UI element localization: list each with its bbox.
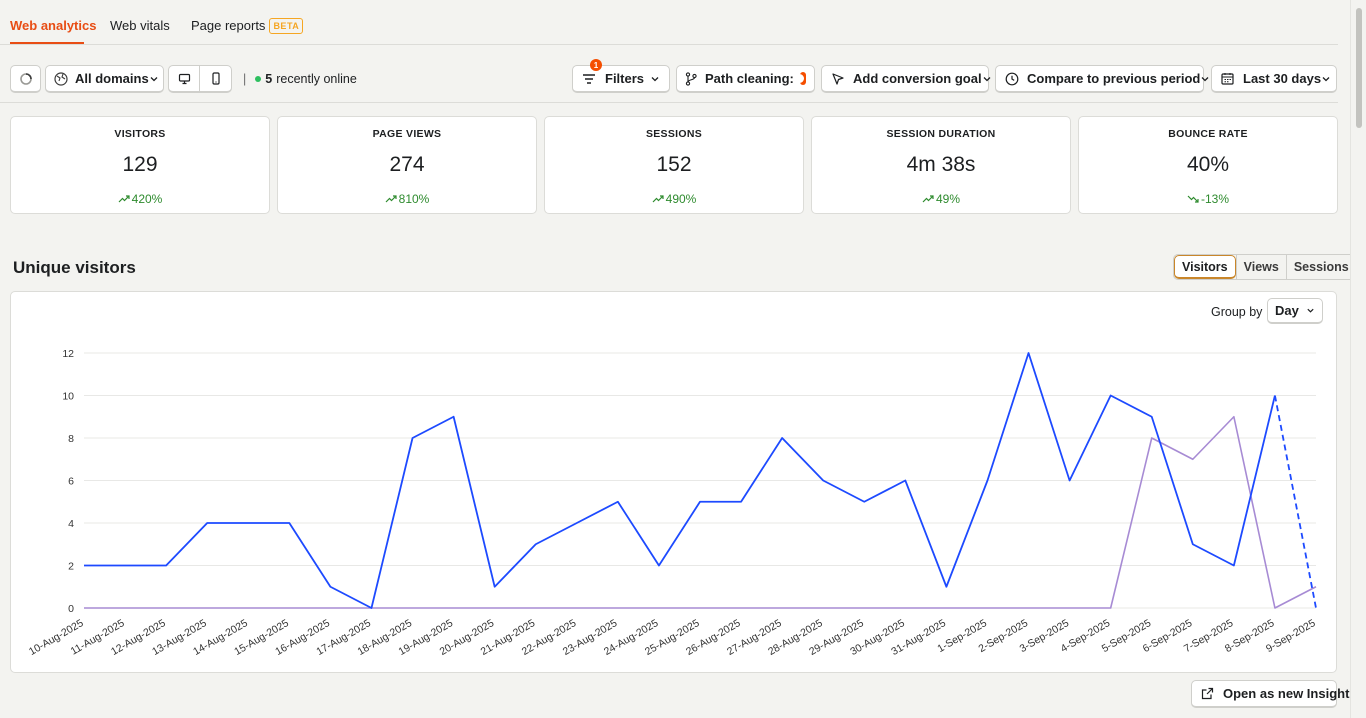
filters-count-badge: 1 xyxy=(590,59,602,71)
branch-icon xyxy=(685,71,697,86)
beta-badge: BETA xyxy=(269,18,304,34)
domains-label: All domains xyxy=(75,71,149,86)
trend-up-icon xyxy=(922,195,934,203)
online-count: 5 xyxy=(265,72,273,86)
metric-label: PAGE VIEWS xyxy=(372,128,442,140)
online-status: | 5 recently online xyxy=(243,72,357,86)
tab-web-vitals[interactable]: Web vitals xyxy=(110,18,170,33)
metric-delta-value: 490% xyxy=(665,192,697,206)
metric-delta: 810% xyxy=(278,192,536,206)
metric-delta-value: 49% xyxy=(935,192,961,206)
add-conversion-goal-button[interactable]: Add conversion goal xyxy=(821,65,991,93)
open-insight-label: Open as new Insight xyxy=(1223,686,1350,701)
metric-delta-value: 810% xyxy=(398,192,430,206)
metric-value: 274 xyxy=(389,153,425,176)
metric-label: SESSION DURATION xyxy=(886,128,996,140)
domains-select[interactable]: All domains xyxy=(45,65,164,93)
calendar-icon xyxy=(1221,73,1234,85)
metric-delta: 49% xyxy=(812,192,1070,206)
metric-value: 40% xyxy=(1186,153,1230,176)
chevron-down-icon xyxy=(1307,308,1314,313)
trend-up-icon xyxy=(385,195,397,203)
separator: | xyxy=(243,72,247,86)
metric-label: VISITORS xyxy=(114,128,166,140)
metric-card-page-views[interactable]: PAGE VIEWS 274 810% xyxy=(277,116,537,214)
toggle-sessions[interactable]: Sessions xyxy=(1285,255,1356,279)
metric-card-sessions[interactable]: SESSIONS 152 490% xyxy=(544,116,804,214)
metric-value: 4m 38s xyxy=(906,153,976,176)
metric-label: SESSIONS xyxy=(645,128,703,140)
cursor-icon xyxy=(832,72,844,85)
tab-page-reports-label: Page reports xyxy=(191,18,266,33)
online-text: recently online xyxy=(276,72,357,86)
metric-value: 129 xyxy=(122,153,158,176)
date-range-select[interactable]: Last 30 days xyxy=(1211,65,1337,93)
mobile-filter-button[interactable] xyxy=(199,65,232,93)
metric-label: BOUNCE RATE xyxy=(1168,128,1248,140)
trend-up-icon xyxy=(652,195,664,203)
chevron-down-icon xyxy=(1201,76,1209,81)
metric-delta-value: -13% xyxy=(1200,192,1229,206)
group-by-label: Group by xyxy=(1211,305,1263,319)
chevron-down-icon xyxy=(983,76,991,81)
mobile-icon xyxy=(211,72,220,85)
chart-card xyxy=(10,291,1337,673)
analytics-tabs: Web analytics Web vitals Page reports BET… xyxy=(0,0,1338,45)
metric-card-bounce-rate[interactable]: BOUNCE RATE 40% -13% xyxy=(1078,116,1338,214)
metric-delta-value: 420% xyxy=(131,192,163,206)
desktop-filter-button[interactable] xyxy=(168,65,200,93)
open-as-new-insight-button[interactable]: Open as new Insight xyxy=(1191,680,1349,708)
path-cleaning-switch[interactable] xyxy=(794,72,806,85)
group-by-select[interactable]: Day xyxy=(1267,298,1323,324)
path-cleaning-label: Path cleaning: xyxy=(705,71,794,86)
external-link-icon xyxy=(1201,687,1214,700)
conversion-goal-label: Add conversion goal xyxy=(853,71,982,86)
reload-button[interactable] xyxy=(10,65,41,93)
filters-button[interactable]: 1 Filters xyxy=(572,59,670,93)
path-cleaning-toggle[interactable]: Path cleaning: xyxy=(676,65,815,93)
filter-icon xyxy=(583,73,595,84)
globe-icon xyxy=(54,71,68,86)
online-dot xyxy=(255,76,262,82)
metric-toggle: Visitors Views Sessions xyxy=(1173,254,1357,280)
compare-period-select[interactable]: Compare to previous period xyxy=(995,65,1209,93)
metric-card-visitors[interactable]: VISITORS 129 420% xyxy=(10,116,270,214)
chevron-down-icon xyxy=(150,76,158,81)
date-range-label: Last 30 days xyxy=(1243,71,1322,86)
metric-delta: -13% xyxy=(1079,192,1337,206)
toggle-visitors[interactable]: Visitors xyxy=(1174,255,1236,279)
tab-web-analytics[interactable]: Web analytics xyxy=(10,18,97,33)
chevron-down-icon xyxy=(651,76,659,81)
toolbar-divider xyxy=(0,102,1338,103)
trend-down-icon xyxy=(1187,195,1199,203)
group-by-value: Day xyxy=(1275,303,1299,318)
scrollbar-thumb[interactable] xyxy=(1356,8,1362,128)
active-tab-indicator xyxy=(10,42,84,44)
compare-label: Compare to previous period xyxy=(1027,71,1201,86)
tab-page-reports[interactable]: Page reports BETA xyxy=(191,18,304,34)
metric-card-session-duration[interactable]: SESSION DURATION 4m 38s 49% xyxy=(811,116,1071,214)
metric-delta: 490% xyxy=(545,192,803,206)
metric-delta: 420% xyxy=(11,192,269,206)
spinner-icon xyxy=(19,72,32,85)
page-scrollbar[interactable] xyxy=(1350,0,1366,718)
desktop-icon xyxy=(178,73,190,84)
clock-icon xyxy=(1005,72,1019,85)
toggle-views[interactable]: Views xyxy=(1235,255,1286,279)
trend-up-icon xyxy=(118,195,130,203)
filters-label: Filters xyxy=(605,71,645,86)
chevron-down-icon xyxy=(1322,76,1330,81)
metric-value: 152 xyxy=(656,153,692,176)
section-title: Unique visitors xyxy=(13,258,136,277)
